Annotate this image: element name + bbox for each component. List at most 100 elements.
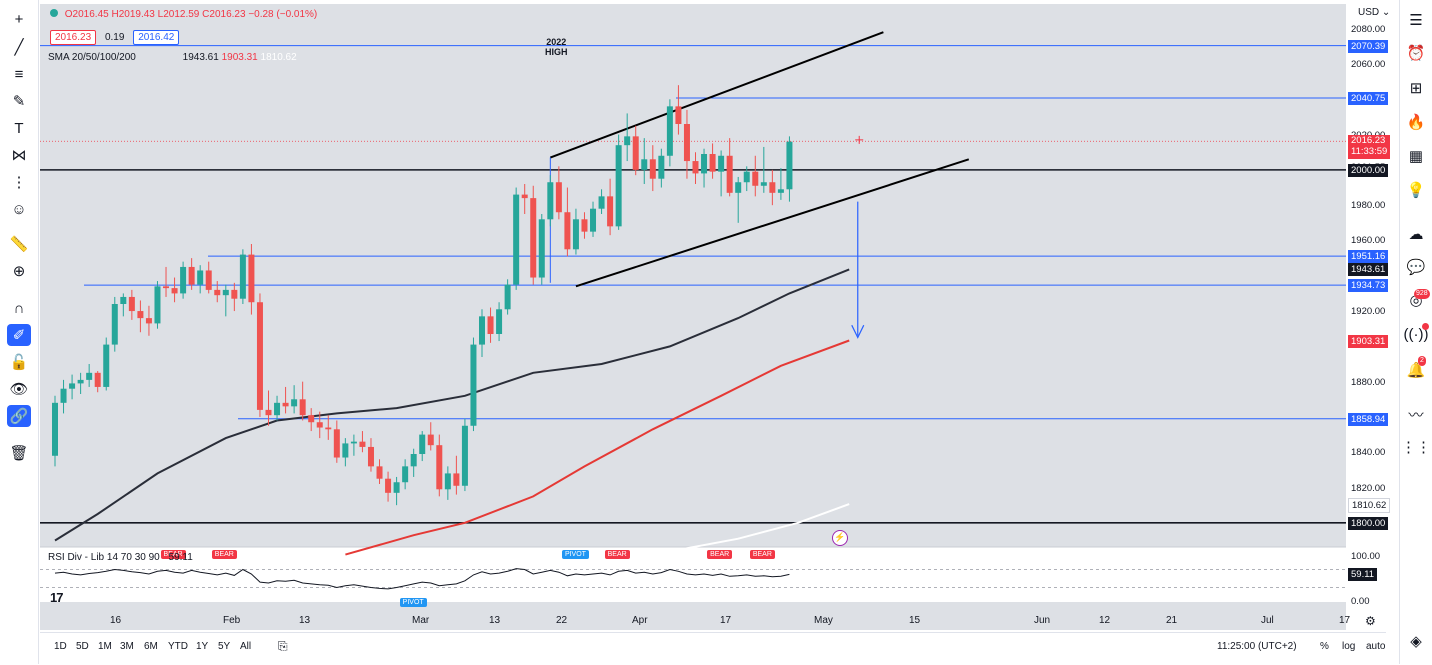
ideas-lightbulb-icon[interactable]: 💡 bbox=[1406, 182, 1426, 199]
chart-svg[interactable] bbox=[40, 4, 1386, 630]
candle-body bbox=[487, 316, 494, 334]
crosshair-icon[interactable]: + bbox=[14, 10, 24, 28]
candle-body bbox=[718, 155, 725, 172]
ask-button[interactable]: 2016.42 bbox=[133, 30, 180, 45]
candle-body bbox=[214, 289, 221, 296]
stay-drawing-icon[interactable]: ✐ bbox=[7, 324, 31, 346]
broadcast-icon[interactable]: ((·)) bbox=[1403, 325, 1429, 343]
close-value: C2016.23 bbox=[202, 9, 246, 20]
rsi-signal-badge[interactable]: BEAR bbox=[707, 550, 733, 559]
trendline-tool-icon[interactable]: ╱ bbox=[14, 39, 24, 56]
sma-value-2: 1903.31 bbox=[221, 52, 258, 63]
candle-body bbox=[103, 344, 110, 387]
price-level-tag[interactable]: 2016.23 11:33:59 bbox=[1348, 135, 1391, 160]
horizontal-lines-icon[interactable]: ≡ bbox=[14, 65, 24, 83]
calendar-icon[interactable]: ▦ bbox=[1408, 148, 1424, 165]
candle-body bbox=[709, 154, 716, 172]
layers-icon[interactable]: ◈ bbox=[1410, 633, 1422, 650]
sma-50-line bbox=[345, 339, 850, 556]
price-level-tag[interactable]: 1951.16 bbox=[1348, 250, 1389, 264]
range-button-5d[interactable]: 5D bbox=[76, 641, 89, 652]
link-icon[interactable]: 🔗 bbox=[7, 405, 31, 427]
emoji-icon[interactable]: ☺ bbox=[11, 200, 27, 218]
rsi-tick-label: 0.00 bbox=[1351, 596, 1370, 607]
dom-icon[interactable]: ⋮⋮ bbox=[1401, 439, 1431, 456]
range-button-1y[interactable]: 1Y bbox=[196, 641, 209, 652]
object-tree-icon[interactable]: ⊞ bbox=[1409, 80, 1423, 97]
price-level-tag[interactable]: 1858.94 bbox=[1348, 412, 1389, 426]
time-tick-label: 15 bbox=[909, 615, 921, 626]
candle-body bbox=[86, 372, 93, 380]
price-level-tag[interactable]: 2000.00 bbox=[1348, 163, 1389, 177]
price-tick-label: 2080.00 bbox=[1351, 23, 1386, 35]
price-level-tag[interactable]: 1800.00 bbox=[1348, 516, 1389, 530]
bolt-event-icon[interactable]: ⚡ bbox=[832, 530, 848, 546]
price-tick-label: 1920.00 bbox=[1351, 306, 1386, 318]
settings-gear-icon[interactable]: ⚙ bbox=[1365, 614, 1376, 628]
range-button-1d[interactable]: 1D bbox=[54, 641, 67, 652]
range-button-6m[interactable]: 6M bbox=[144, 641, 158, 652]
brush-icon[interactable]: ✎ bbox=[12, 93, 26, 110]
candle-body bbox=[248, 254, 255, 303]
watchlist-icon[interactable]: ☰ bbox=[1409, 12, 1423, 29]
price-level-tag[interactable]: 1934.73 bbox=[1348, 279, 1389, 293]
rsi-signal-badge[interactable]: PIVOT bbox=[399, 598, 427, 607]
rsi-signal-badge[interactable]: BEAR bbox=[211, 550, 237, 559]
candle-body bbox=[470, 344, 477, 426]
price-level-tag[interactable]: 1903.31 bbox=[1348, 334, 1389, 348]
pattern-tool-icon[interactable]: ⋈ bbox=[11, 147, 27, 164]
clock-timezone[interactable]: 11:25:00 (UTC+2) bbox=[1217, 641, 1297, 652]
percent-toggle[interactable]: % bbox=[1320, 641, 1329, 652]
rsi-signal-badge[interactable]: BEAR bbox=[604, 550, 630, 559]
rsi-signal-badge[interactable]: BEAR bbox=[749, 550, 775, 559]
rsi-legend[interactable]: RSI Div - Lib 14 70 30 90 59.11 bbox=[48, 552, 193, 563]
time-tick-label: Jul bbox=[1261, 615, 1274, 626]
range-button-1m[interactable]: 1M bbox=[98, 641, 112, 652]
eye-icon[interactable]: 👁 bbox=[9, 381, 29, 398]
prediction-tool-icon[interactable]: ⋮ bbox=[11, 174, 27, 191]
candle-body bbox=[52, 402, 58, 456]
log-toggle[interactable]: log bbox=[1342, 641, 1356, 652]
messages-icon[interactable]: 💬 bbox=[1406, 259, 1426, 276]
notifications-bell-icon[interactable]: 🔔 bbox=[1406, 362, 1426, 379]
currency-label[interactable]: USD ⌄ bbox=[1358, 7, 1391, 18]
open-value: O2016.45 bbox=[64, 9, 109, 20]
2022-high-annotation[interactable]: 2022 HIGH bbox=[545, 37, 568, 57]
candle-body bbox=[743, 171, 750, 183]
candle-body bbox=[359, 441, 366, 447]
range-button-5y[interactable]: 5Y bbox=[218, 641, 231, 652]
zoom-icon[interactable]: ⊕ bbox=[12, 263, 26, 280]
price-level-tag[interactable]: 2040.75 bbox=[1348, 91, 1389, 105]
candle-body bbox=[504, 284, 511, 310]
date-range-icon[interactable]: ⎘ bbox=[278, 639, 288, 653]
ruler-icon[interactable]: 📏 bbox=[9, 236, 29, 253]
candle-body bbox=[410, 454, 417, 467]
candle-body bbox=[496, 309, 503, 334]
price-level-tag[interactable]: 1943.61 bbox=[1348, 263, 1389, 277]
range-button-ytd[interactable]: YTD bbox=[168, 641, 188, 652]
candle-body bbox=[60, 388, 67, 403]
range-button-all[interactable]: All bbox=[240, 641, 252, 652]
candle-body bbox=[163, 286, 170, 289]
rsi-signal-badge[interactable]: PIVOT bbox=[561, 550, 589, 559]
auto-toggle[interactable]: auto bbox=[1366, 641, 1386, 652]
range-button-3m[interactable]: 3M bbox=[120, 641, 134, 652]
chat-cloud-icon[interactable]: ☁ bbox=[1408, 226, 1424, 243]
price-level-tag[interactable]: 1810.62 bbox=[1348, 498, 1391, 514]
hotlist-icon[interactable]: 🔥 bbox=[1406, 114, 1426, 131]
sma-legend[interactable]: SMA 20/50/100/200 1943.61 1903.31 1810.6… bbox=[48, 52, 297, 63]
text-tool-icon[interactable]: T bbox=[14, 119, 24, 137]
bid-button[interactable]: 2016.23 bbox=[50, 30, 97, 45]
pine-waves-icon[interactable]: 〰 bbox=[1408, 406, 1424, 424]
chart-pane[interactable] bbox=[40, 4, 1386, 630]
notifications-count-badge: 2 bbox=[1418, 356, 1426, 366]
trash-icon[interactable]: 🗑 bbox=[9, 445, 29, 462]
magnet-icon[interactable]: ∩ bbox=[13, 299, 25, 317]
candle-body bbox=[188, 266, 195, 285]
price-level-tag[interactable]: 2070.39 bbox=[1348, 39, 1389, 53]
candle-body bbox=[513, 194, 520, 285]
alarm-clock-icon[interactable]: ⏰ bbox=[1406, 45, 1426, 62]
candle-body bbox=[735, 182, 742, 193]
rsi-signal-badge[interactable]: BEAR bbox=[160, 550, 186, 559]
lock-icon[interactable]: 🔓 bbox=[9, 354, 29, 371]
